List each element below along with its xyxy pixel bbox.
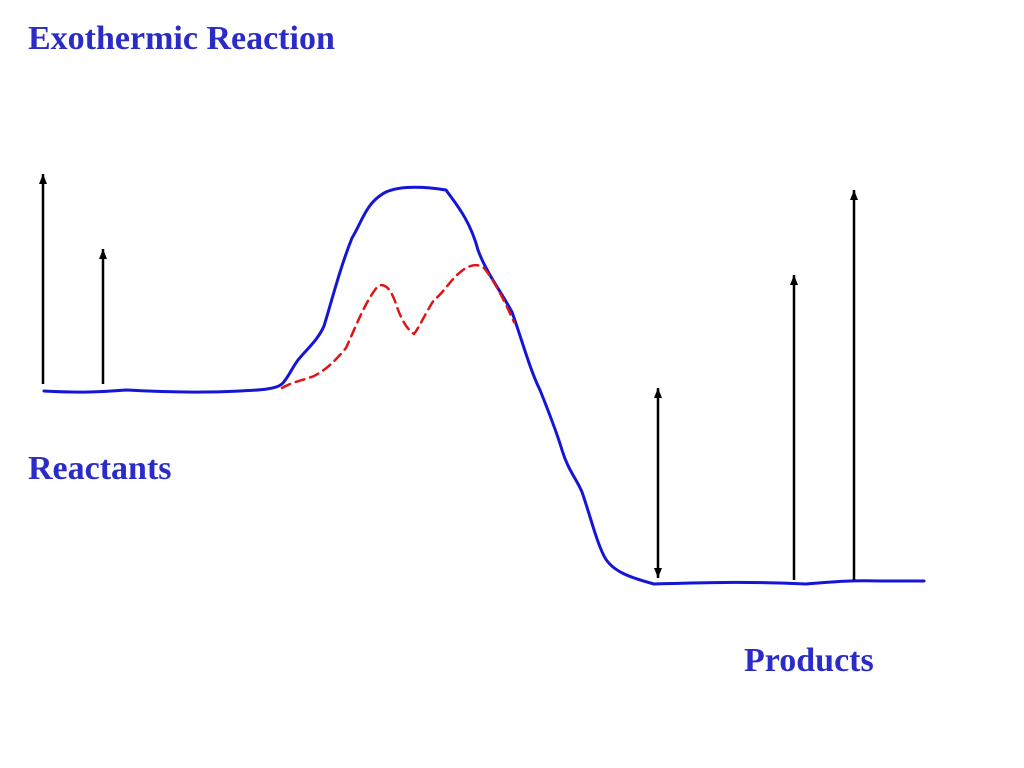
products-label: Products [744,642,874,679]
reactants-label: Reactants [28,450,172,487]
energy-curve [42,185,926,586]
catalyzed-curve [280,264,516,390]
slide-title: Exothermic Reaction [28,20,335,57]
